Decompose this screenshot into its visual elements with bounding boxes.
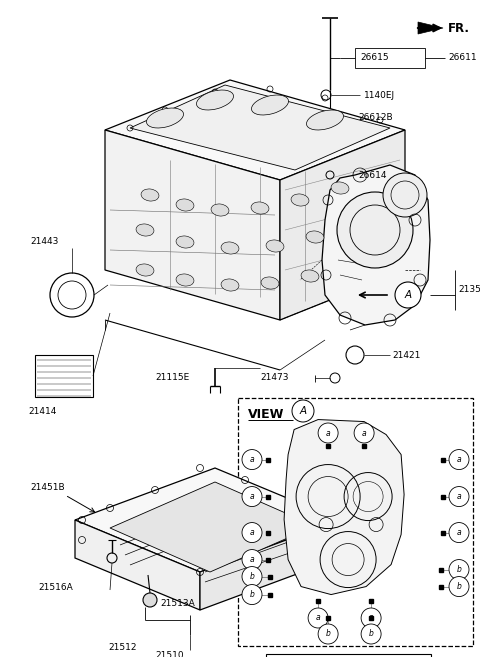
Text: 21350F: 21350F <box>458 286 480 294</box>
Text: 1140EJ: 1140EJ <box>364 91 395 99</box>
Ellipse shape <box>136 224 154 236</box>
Text: 26615: 26615 <box>360 53 389 62</box>
Ellipse shape <box>221 279 239 291</box>
Text: VIEW: VIEW <box>248 407 284 420</box>
Ellipse shape <box>291 194 309 206</box>
Circle shape <box>449 522 469 543</box>
Text: 26614: 26614 <box>358 171 386 179</box>
Ellipse shape <box>176 199 194 211</box>
Ellipse shape <box>176 236 194 248</box>
Ellipse shape <box>307 110 344 130</box>
Polygon shape <box>130 85 390 170</box>
Text: 21451B: 21451B <box>30 484 65 493</box>
Circle shape <box>292 400 314 422</box>
Text: 21421: 21421 <box>392 350 420 359</box>
Text: FR.: FR. <box>448 22 470 35</box>
Text: a: a <box>456 455 461 464</box>
Ellipse shape <box>196 90 233 110</box>
Circle shape <box>354 423 374 443</box>
Ellipse shape <box>211 204 229 216</box>
Bar <box>266 654 431 657</box>
Polygon shape <box>75 468 340 572</box>
Ellipse shape <box>221 242 239 254</box>
Text: a: a <box>326 428 330 438</box>
Text: a: a <box>316 614 321 622</box>
Bar <box>238 398 473 646</box>
Polygon shape <box>418 22 443 34</box>
Circle shape <box>449 577 469 597</box>
Bar <box>35 355 93 397</box>
Circle shape <box>242 449 262 470</box>
Polygon shape <box>105 80 405 180</box>
Text: a: a <box>369 614 373 622</box>
Circle shape <box>318 423 338 443</box>
Text: a: a <box>250 528 254 537</box>
Text: b: b <box>456 565 461 574</box>
Text: a: a <box>250 492 254 501</box>
Circle shape <box>242 585 262 604</box>
Ellipse shape <box>301 270 319 282</box>
Text: a: a <box>456 492 461 501</box>
Circle shape <box>449 449 469 470</box>
Ellipse shape <box>141 189 159 201</box>
Circle shape <box>242 566 262 587</box>
Polygon shape <box>322 165 430 325</box>
Text: 21510: 21510 <box>155 650 184 657</box>
Text: 26612B: 26612B <box>358 114 393 122</box>
Ellipse shape <box>136 264 154 276</box>
Text: a: a <box>362 428 366 438</box>
Polygon shape <box>284 420 404 595</box>
Circle shape <box>395 282 421 308</box>
Circle shape <box>361 608 381 628</box>
Circle shape <box>337 192 413 268</box>
Circle shape <box>318 624 338 644</box>
Text: A: A <box>300 406 307 416</box>
Ellipse shape <box>146 108 183 128</box>
Text: 21414: 21414 <box>28 407 56 417</box>
Text: a: a <box>250 455 254 464</box>
Text: 26611: 26611 <box>448 53 477 62</box>
Circle shape <box>242 522 262 543</box>
Text: 21115E: 21115E <box>155 373 189 382</box>
Text: b: b <box>456 582 461 591</box>
Circle shape <box>383 173 427 217</box>
Polygon shape <box>75 520 200 610</box>
Circle shape <box>242 487 262 507</box>
Circle shape <box>143 593 157 607</box>
Circle shape <box>449 560 469 579</box>
Circle shape <box>308 608 328 628</box>
Text: b: b <box>250 590 254 599</box>
Circle shape <box>242 549 262 570</box>
Text: 21473: 21473 <box>260 373 288 382</box>
Ellipse shape <box>306 231 324 243</box>
Text: 21513A: 21513A <box>160 599 195 608</box>
Circle shape <box>449 487 469 507</box>
Ellipse shape <box>176 274 194 286</box>
Text: b: b <box>325 629 331 639</box>
Ellipse shape <box>331 182 349 194</box>
Polygon shape <box>105 130 280 320</box>
Text: a: a <box>250 555 254 564</box>
Polygon shape <box>280 130 405 320</box>
Ellipse shape <box>261 277 279 289</box>
Text: b: b <box>250 572 254 581</box>
Text: A: A <box>405 290 411 300</box>
Text: a: a <box>456 528 461 537</box>
Ellipse shape <box>252 95 288 115</box>
Bar <box>355 48 425 68</box>
Ellipse shape <box>266 240 284 252</box>
Ellipse shape <box>341 219 359 231</box>
Text: b: b <box>369 629 373 639</box>
Text: 21516A: 21516A <box>38 583 73 593</box>
Text: 21443: 21443 <box>30 237 59 246</box>
Polygon shape <box>200 520 340 610</box>
Ellipse shape <box>251 202 269 214</box>
Text: 21512: 21512 <box>108 643 136 652</box>
Circle shape <box>361 624 381 644</box>
Polygon shape <box>110 482 315 572</box>
